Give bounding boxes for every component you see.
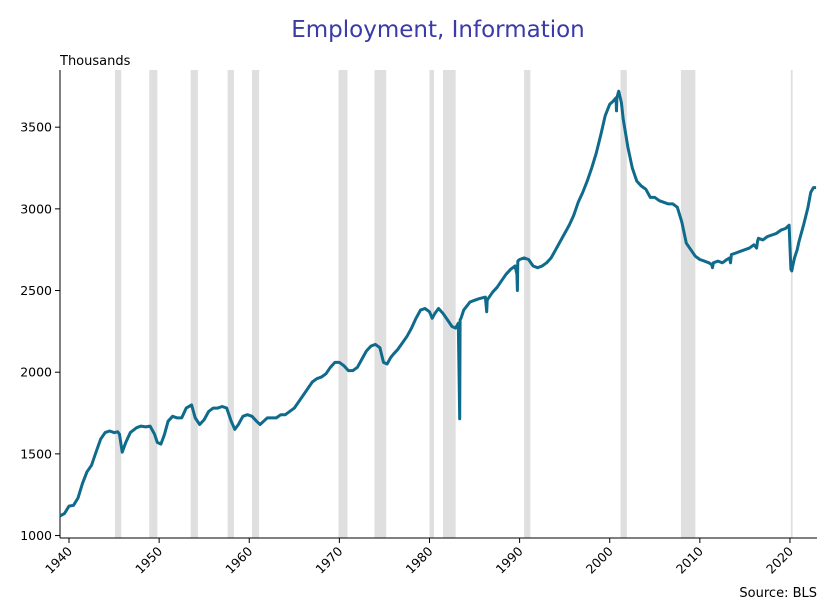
x-tick-label-1940: 1940 xyxy=(42,543,75,576)
source-note: Source: BLS xyxy=(739,586,817,601)
recession-band-9 xyxy=(443,70,456,538)
recession-band-10 xyxy=(524,70,531,538)
x-tick-label-1960: 1960 xyxy=(222,543,255,576)
y-tick-label-1500: 1500 xyxy=(20,446,52,461)
axes xyxy=(59,70,817,539)
y-tick-label-3000: 3000 xyxy=(20,201,52,216)
recession-band-12 xyxy=(680,70,696,538)
y-tick-label-1000: 1000 xyxy=(20,528,52,543)
x-axis-ticks: 1940 1950 1960 1970 1980 1990 2000 2010 2020 xyxy=(42,538,796,577)
x-tick-label-2000: 2000 xyxy=(583,543,616,576)
x-tick-label-1950: 1950 xyxy=(132,543,165,576)
recession-band-2 xyxy=(149,70,158,538)
chart-title: Employment, Information xyxy=(291,17,585,43)
recession-band-7 xyxy=(374,70,387,538)
x-tick-label-1970: 1970 xyxy=(312,543,345,576)
series-lines xyxy=(59,89,817,518)
recession-band-3 xyxy=(190,70,198,538)
y-tick-label-2000: 2000 xyxy=(20,365,52,380)
x-tick-label-2020: 2020 xyxy=(763,543,796,576)
recession-band-5 xyxy=(251,70,260,538)
y-axis-unit-label: Thousands xyxy=(59,54,131,69)
x-tick-label-1990: 1990 xyxy=(493,543,526,576)
recession-band-1 xyxy=(114,70,122,538)
recession-band-13 xyxy=(790,70,793,538)
recession-band-8 xyxy=(429,70,434,538)
series-line-1 xyxy=(59,89,817,518)
x-tick-label-2010: 2010 xyxy=(673,543,706,576)
recession-band-4 xyxy=(227,70,234,538)
recession-bands xyxy=(114,70,793,538)
recession-band-6 xyxy=(338,70,348,538)
y-tick-label-2500: 2500 xyxy=(20,283,52,298)
y-axis-ticks: 1000 1500 2000 2500 3000 3500 xyxy=(20,120,60,543)
y-tick-label-3500: 3500 xyxy=(20,120,52,135)
recession-band-11 xyxy=(620,70,627,538)
x-tick-label-1980: 1980 xyxy=(403,543,436,576)
